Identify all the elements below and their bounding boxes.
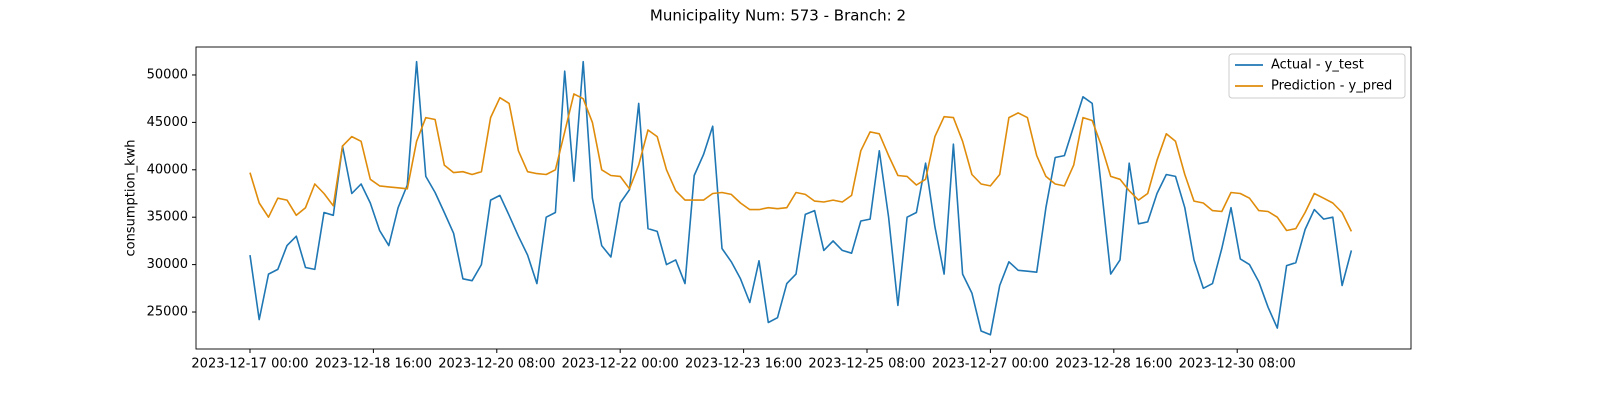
y-tick-label: 25000 [147, 305, 188, 320]
data-line [249, 60, 1353, 336]
x-tick-label: 2023-12-28 16:00 [1055, 357, 1172, 372]
y-axis-label: consumption_kwh [124, 139, 139, 256]
x-tick-label: 2023-12-18 16:00 [315, 357, 432, 372]
x-tick-label: 2023-12-23 16:00 [685, 357, 802, 372]
x-tick-label: 2023-12-22 00:00 [562, 357, 679, 372]
x-tick-label: 2023-12-30 08:00 [1179, 357, 1296, 372]
x-tick-label: 2023-12-25 08:00 [808, 357, 925, 372]
chart-title: Municipality Num: 573 - Branch: 2 [650, 7, 906, 25]
legend-label: Actual - y_test [1271, 58, 1364, 73]
y-tick-label: 45000 [147, 115, 188, 130]
y-tick-label: 35000 [147, 210, 188, 225]
x-tick-label: 2023-12-17 00:00 [191, 357, 308, 372]
legend-label: Prediction - y_pred [1271, 79, 1392, 94]
legend-box [1228, 53, 1406, 99]
x-tick-label: 2023-12-20 08:00 [438, 357, 555, 372]
y-tick-label: 40000 [147, 162, 188, 177]
y-tick-label: 50000 [147, 67, 188, 82]
data-line [249, 93, 1353, 232]
plot-frame [195, 46, 1412, 350]
y-tick-label: 30000 [147, 257, 188, 272]
x-tick-label: 2023-12-27 00:00 [932, 357, 1049, 372]
